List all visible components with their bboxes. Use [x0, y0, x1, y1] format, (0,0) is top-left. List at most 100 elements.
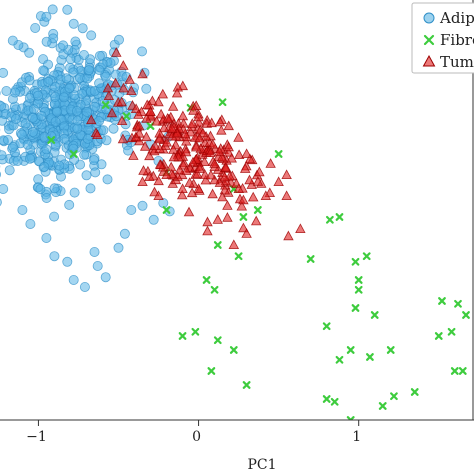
tumo-point — [197, 127, 209, 138]
adipo-point — [89, 155, 100, 166]
tumo-point — [223, 146, 234, 157]
tumo-point — [149, 140, 161, 151]
x-ticks: −1 0 1 — [26, 420, 361, 445]
adipo-point — [51, 106, 62, 117]
adipo-point — [3, 134, 13, 145]
series-tumo — [86, 47, 306, 250]
fibro-point — [239, 213, 248, 221]
tumo-point — [167, 101, 179, 111]
tumo-point — [138, 165, 149, 175]
adipo-point — [72, 106, 83, 117]
tumo-point — [216, 151, 228, 162]
x-tick-label: 0 — [192, 429, 201, 445]
tumo-point — [214, 146, 225, 156]
adipo-point — [101, 135, 112, 146]
fibro-point — [370, 311, 379, 319]
adipo-point — [50, 116, 61, 127]
fibro-point — [462, 311, 470, 319]
adipo-point — [50, 81, 61, 92]
legend-tumo-label: Tumo — [440, 53, 474, 71]
tumo-point — [157, 88, 169, 99]
tumo-point — [161, 136, 172, 147]
tumo-point — [86, 114, 97, 125]
fibro-point — [322, 322, 331, 331]
adipo-point — [72, 115, 83, 126]
tumo-point — [177, 110, 189, 121]
adipo-point — [82, 106, 93, 117]
tumo-point — [223, 120, 234, 131]
legend-fibro-label: Fibro — [440, 31, 474, 49]
fibro-point — [351, 304, 360, 312]
adipo-point — [25, 218, 36, 229]
fibro-point — [322, 395, 331, 403]
adipo-point — [17, 204, 28, 215]
fibro-point — [306, 255, 315, 263]
adipo-point — [79, 149, 90, 160]
adipo-point — [137, 200, 148, 211]
tumo-point — [295, 223, 306, 234]
fibro-point — [191, 327, 200, 336]
tumo-point — [165, 161, 177, 172]
adipo-point — [30, 22, 41, 33]
adipo-point — [141, 83, 152, 94]
adipo-point — [22, 139, 33, 150]
adipo-point — [96, 159, 107, 170]
tumo-point — [283, 230, 294, 241]
fibro-point — [390, 392, 398, 401]
tumo-point — [194, 163, 205, 173]
tumo-point — [111, 47, 122, 57]
tumo-point — [144, 150, 155, 161]
tumo-point — [252, 176, 264, 186]
tumo-point — [174, 164, 185, 175]
tumo-point — [166, 123, 178, 133]
adipo-point — [123, 145, 134, 156]
tumo-point — [260, 190, 272, 201]
adipo-point — [85, 183, 96, 194]
adipo-point — [59, 133, 70, 144]
legend-item-tumo: Tumo — [422, 53, 474, 71]
tumo-point — [168, 151, 180, 162]
tumo-point — [184, 177, 195, 187]
adipo-point — [81, 170, 92, 181]
adipo-point — [7, 141, 18, 152]
legend-item-adipo: Adipo — [423, 9, 474, 27]
tumo-point — [273, 176, 284, 187]
tumo-point — [179, 128, 191, 139]
legend-adipo-label: Adipo — [439, 9, 474, 27]
fibro-point — [178, 332, 187, 340]
adipo-point — [94, 78, 105, 89]
tumo-point — [185, 126, 196, 137]
tumo-point — [192, 168, 203, 179]
tumo-point — [177, 183, 188, 194]
tumo-point — [202, 225, 213, 236]
tumo-point — [214, 116, 226, 127]
tumo-point — [102, 82, 114, 93]
adipo-point — [89, 246, 100, 257]
tumo-point — [151, 115, 162, 126]
tumo-point — [154, 133, 165, 144]
adipo-point — [10, 114, 21, 125]
tumo-point — [153, 190, 164, 201]
adipo-point — [49, 251, 60, 262]
tumo-point — [239, 163, 251, 173]
tumo-point — [137, 176, 148, 187]
tumo-point — [217, 191, 228, 202]
fibro-point — [351, 257, 360, 266]
tumo-point — [238, 222, 249, 233]
tumo-point — [233, 132, 244, 142]
tumo-point — [206, 117, 217, 128]
legend: Adipo Fibro Tumo — [411, 2, 474, 74]
fibro-point — [354, 276, 363, 284]
tumo-point — [188, 105, 199, 115]
tumo-point — [233, 183, 244, 194]
fibro-point — [229, 346, 238, 354]
tumo-point — [158, 122, 170, 133]
adipo-point — [54, 160, 65, 171]
x-tick-label: −1 — [26, 429, 47, 445]
adipo-point — [61, 73, 72, 84]
tumo-point — [209, 158, 220, 168]
adipo-point — [62, 4, 73, 15]
adipo-point — [94, 116, 105, 127]
tumo-point — [183, 206, 195, 217]
tumo-point — [244, 174, 255, 185]
